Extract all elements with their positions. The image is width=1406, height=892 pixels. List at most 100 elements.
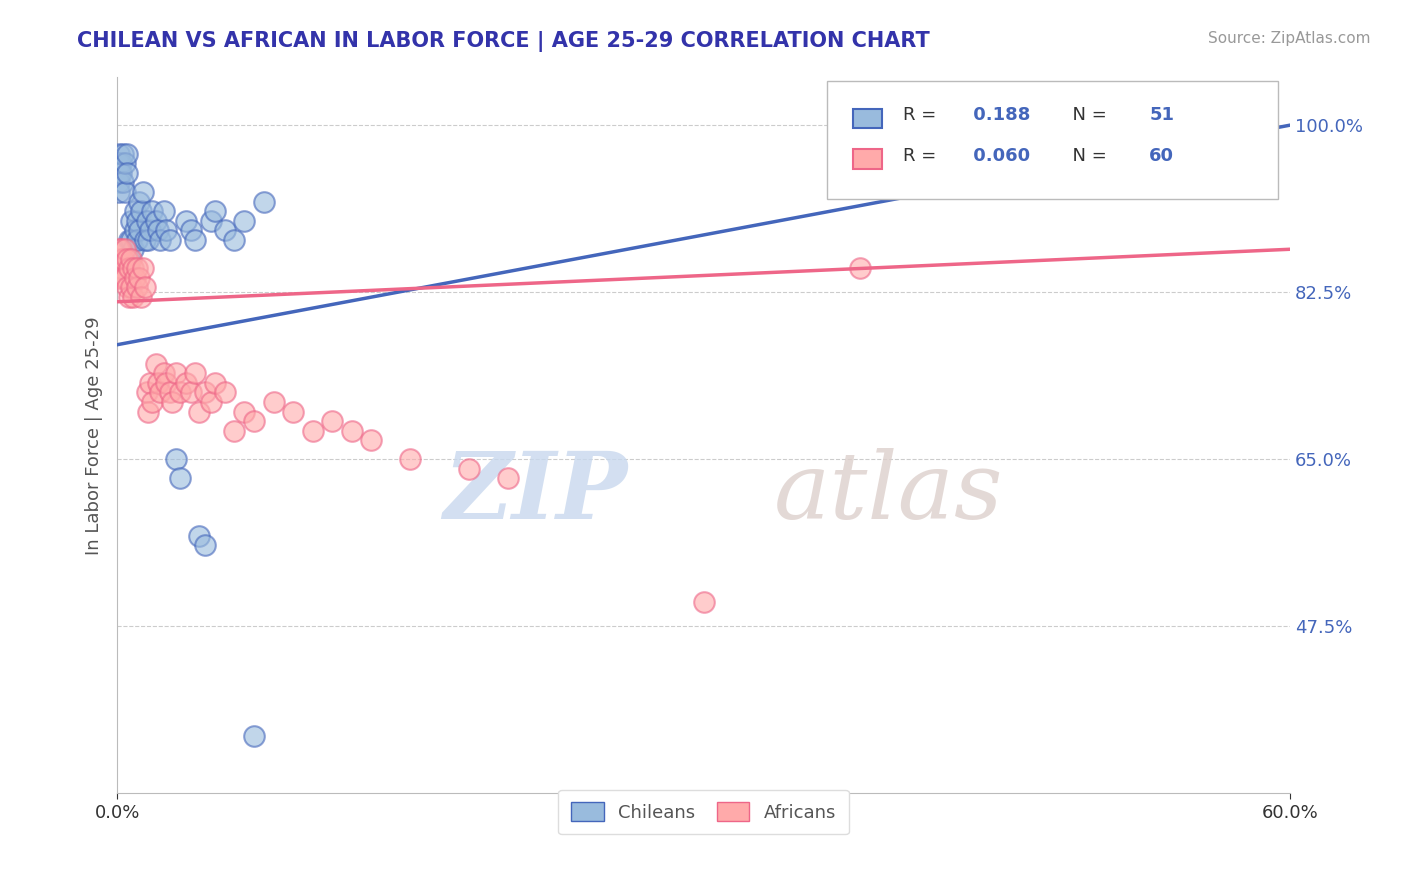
Point xyxy=(458,462,481,476)
Point xyxy=(204,204,226,219)
Point xyxy=(135,385,157,400)
Point xyxy=(165,452,187,467)
Point xyxy=(149,233,172,247)
Point xyxy=(120,252,142,266)
Text: R =: R = xyxy=(903,147,942,165)
Point xyxy=(160,395,183,409)
Point xyxy=(121,261,143,276)
Point xyxy=(149,385,172,400)
Point xyxy=(118,261,141,276)
Point xyxy=(125,213,148,227)
Point xyxy=(118,252,141,266)
Y-axis label: In Labor Force | Age 25-29: In Labor Force | Age 25-29 xyxy=(86,316,103,555)
Text: N =: N = xyxy=(1062,106,1112,124)
Point xyxy=(110,261,132,276)
Point xyxy=(253,194,276,209)
Point xyxy=(360,433,382,447)
Point xyxy=(108,166,131,180)
Point xyxy=(184,233,207,247)
Point xyxy=(145,357,167,371)
Text: N =: N = xyxy=(1062,147,1112,165)
Point xyxy=(131,185,153,199)
Point xyxy=(124,223,146,237)
Point xyxy=(118,290,141,304)
Point xyxy=(135,213,157,227)
Point xyxy=(108,271,131,285)
FancyBboxPatch shape xyxy=(852,149,882,169)
Point xyxy=(148,223,170,237)
Text: R =: R = xyxy=(903,106,942,124)
Text: 0.188: 0.188 xyxy=(967,106,1031,124)
Point xyxy=(128,194,150,209)
Point xyxy=(224,233,246,247)
Point xyxy=(128,223,150,237)
Point xyxy=(125,261,148,276)
Point xyxy=(169,385,191,400)
Point xyxy=(200,213,222,227)
Text: CHILEAN VS AFRICAN IN LABOR FORCE | AGE 25-29 CORRELATION CHART: CHILEAN VS AFRICAN IN LABOR FORCE | AGE … xyxy=(77,31,931,53)
Text: 0.060: 0.060 xyxy=(967,147,1031,165)
Point xyxy=(399,452,422,467)
Point xyxy=(321,414,343,428)
Point xyxy=(112,252,135,266)
Point xyxy=(165,367,187,381)
Point xyxy=(115,146,138,161)
Point xyxy=(224,424,246,438)
Point xyxy=(184,367,207,381)
Point xyxy=(692,595,714,609)
Point xyxy=(159,385,181,400)
Point xyxy=(124,271,146,285)
Point xyxy=(120,233,142,247)
Point xyxy=(131,261,153,276)
Point xyxy=(233,213,256,227)
Point xyxy=(159,233,181,247)
Point xyxy=(120,213,142,227)
Point xyxy=(194,538,217,552)
Point xyxy=(263,395,285,409)
Point xyxy=(115,280,138,294)
Point xyxy=(141,395,163,409)
Point xyxy=(112,176,135,190)
Point xyxy=(188,404,211,418)
Point xyxy=(129,290,152,304)
Point xyxy=(108,261,131,276)
Point xyxy=(112,271,135,285)
Point xyxy=(180,223,202,237)
Point xyxy=(340,424,363,438)
Text: Source: ZipAtlas.com: Source: ZipAtlas.com xyxy=(1208,31,1371,46)
Point xyxy=(153,367,176,381)
Point xyxy=(118,233,141,247)
Point xyxy=(194,385,217,400)
Point xyxy=(155,376,177,390)
Point xyxy=(114,242,136,256)
Point xyxy=(849,261,872,276)
Point xyxy=(125,280,148,294)
Point xyxy=(155,223,177,237)
Point xyxy=(214,223,236,237)
Point xyxy=(233,404,256,418)
Point xyxy=(108,185,131,199)
Point xyxy=(114,185,136,199)
Point xyxy=(214,385,236,400)
Point xyxy=(108,252,131,266)
Point xyxy=(174,213,197,227)
Point xyxy=(121,290,143,304)
Point xyxy=(114,271,136,285)
Point xyxy=(281,404,304,418)
Point xyxy=(148,376,170,390)
Point xyxy=(125,233,148,247)
Point xyxy=(174,376,197,390)
Text: 60: 60 xyxy=(1149,147,1174,165)
Point xyxy=(121,242,143,256)
Point xyxy=(301,424,323,438)
Point xyxy=(134,280,156,294)
Point xyxy=(188,528,211,542)
Point xyxy=(120,280,142,294)
FancyBboxPatch shape xyxy=(827,81,1278,199)
Point xyxy=(112,146,135,161)
Point xyxy=(128,271,150,285)
Text: ZIP: ZIP xyxy=(443,448,627,538)
Point xyxy=(153,204,176,219)
Point xyxy=(108,146,131,161)
Point xyxy=(110,166,132,180)
